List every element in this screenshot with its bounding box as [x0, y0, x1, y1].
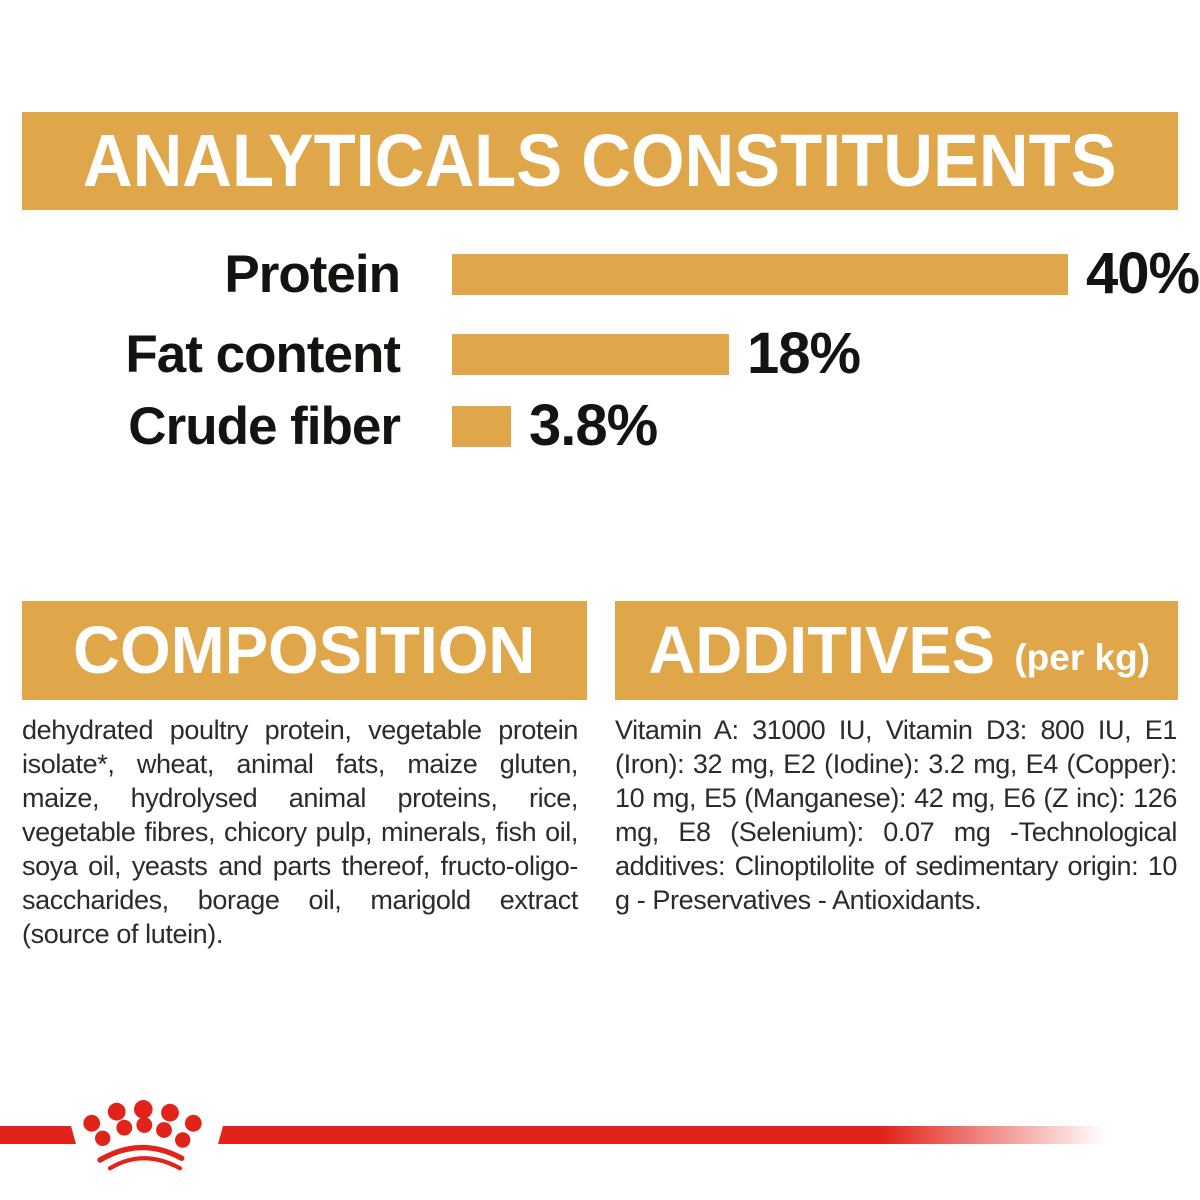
composition-title: COMPOSITION [73, 613, 536, 688]
additives-section: ADDITIVES (per kg) Vitamin A: 31000 IU, … [615, 601, 1178, 917]
composition-banner: COMPOSITION [22, 601, 587, 700]
chart-label-fat-content: Fat content [125, 324, 401, 384]
additives-per-kg-label: (per kg) [1014, 637, 1151, 678]
fat-content-value: 18% [747, 321, 861, 386]
crude-fiber-value: 3.8% [529, 393, 658, 458]
composition-section: COMPOSITION dehydrated poultry protein, … [22, 601, 587, 951]
chart-row-protein: Protein 40% [0, 245, 1200, 303]
fat-content-bar [452, 333, 729, 375]
footer-divider-left [0, 1126, 76, 1144]
page-title: ANALYTICALS CONSTITUENTS [83, 119, 1117, 202]
royal-canin-crown-icon [83, 1100, 202, 1171]
protein-bar [452, 253, 1068, 295]
analytical-constituents-banner: ANALYTICALS CONSTITUENTS [22, 112, 1178, 210]
crude-fiber-bar [452, 405, 511, 447]
composition-body: dehydrated poultry protein, vegetable pr… [22, 715, 578, 949]
additives-banner: ADDITIVES (per kg) [615, 601, 1178, 700]
chart-label-crude-fiber: Crude fiber [128, 396, 401, 456]
chart-row-crude-fiber: Crude fiber 3.8% [0, 397, 658, 455]
footer-divider-right [218, 1126, 1115, 1144]
chart-label-protein: Protein [224, 244, 401, 304]
protein-value: 40% [1086, 241, 1200, 306]
additives-body: Vitamin A: 31000 IU, Vitamin D3: 800 IU,… [615, 715, 1177, 915]
chart-row-fat-content: Fat content 18% [0, 325, 861, 383]
additives-title: ADDITIVES [648, 613, 995, 688]
